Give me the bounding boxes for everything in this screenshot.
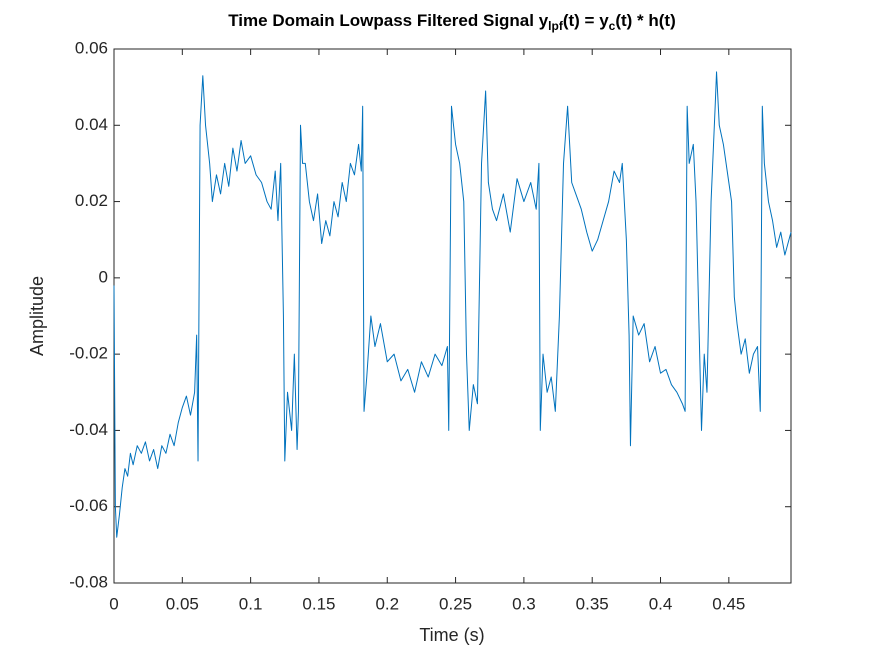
y-axis-label: Amplitude: [27, 276, 47, 356]
y-tick-label: -0.08: [69, 572, 108, 591]
chart-title: Time Domain Lowpass Filtered Signal ylpf…: [228, 11, 676, 33]
signal-line: [113, 71, 792, 538]
y-tick-label: -0.02: [69, 344, 108, 363]
x-tick-label: 0.35: [576, 594, 609, 613]
y-tick-label: 0.04: [75, 115, 108, 134]
x-tick-label: 0: [109, 594, 118, 613]
y-tick-label: 0.06: [75, 38, 108, 57]
x-tick-label: 0.3: [512, 594, 536, 613]
x-tick-label: 0.2: [375, 594, 399, 613]
y-tick-label: -0.04: [69, 420, 108, 439]
y-tick-label: 0: [99, 267, 108, 286]
y-tick-label: 0.02: [75, 191, 108, 210]
y-tick-label: -0.06: [69, 496, 108, 515]
x-tick-label: 0.05: [166, 594, 199, 613]
x-tick-label: 0.45: [712, 594, 745, 613]
x-axis-label: Time (s): [419, 625, 484, 645]
title-text: Time Domain Lowpass Filtered Signal y: [228, 11, 548, 30]
title-text: (t) * h(t): [615, 11, 675, 30]
title-text: (t) = y: [563, 11, 609, 30]
x-tick-label: 0.15: [302, 594, 335, 613]
x-tick-label: 0.25: [439, 594, 472, 613]
title-subscript: lpf: [548, 19, 564, 33]
x-tick-label: 0.1: [239, 594, 263, 613]
title-subscript: c: [609, 19, 616, 33]
x-tick-label: 0.4: [649, 594, 673, 613]
